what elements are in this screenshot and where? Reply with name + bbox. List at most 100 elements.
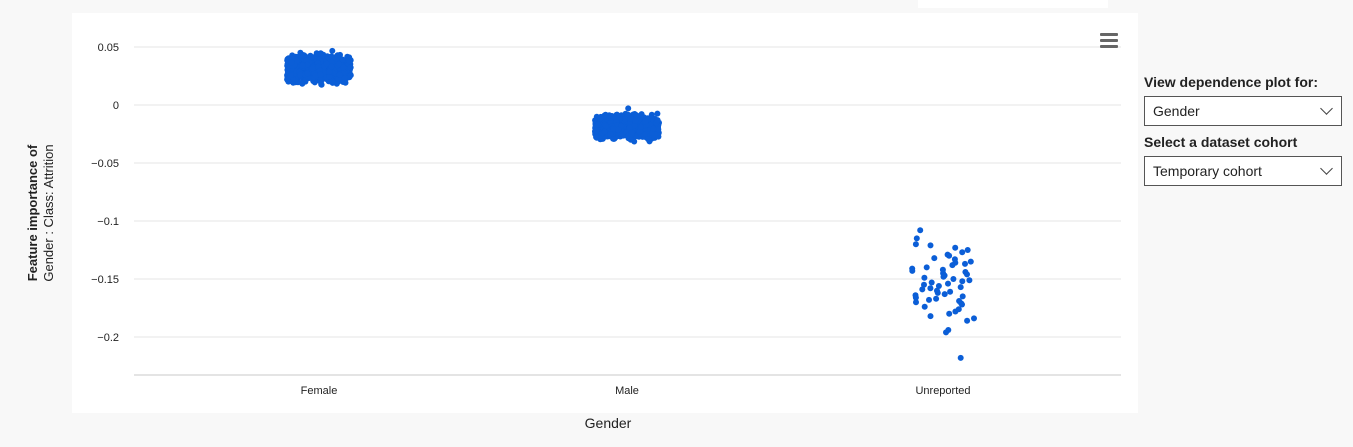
point-unreported — [921, 281, 927, 288]
point-unreported — [959, 278, 966, 285]
point-female — [329, 47, 336, 54]
point-male — [650, 125, 657, 132]
point-unreported — [946, 252, 953, 259]
cohort-dropdown[interactable]: Temporary cohort — [1144, 156, 1342, 186]
cohort-label: Select a dataset cohort — [1144, 134, 1298, 150]
point-unreported — [957, 354, 964, 361]
point-unreported — [923, 264, 930, 271]
y-tick-label: 0 — [113, 100, 119, 112]
point-female — [287, 72, 294, 79]
point-unreported — [909, 267, 916, 274]
x-axis-label: Gender — [584, 415, 632, 431]
point-male — [645, 136, 652, 143]
point-male — [632, 117, 639, 124]
y-tick-label: −0.1 — [97, 216, 119, 228]
point-female — [323, 60, 330, 67]
point-unreported — [952, 244, 959, 251]
chevron-down-icon — [1320, 162, 1333, 175]
controls-panel: View dependence plot for: Gender Select … — [1144, 74, 1344, 186]
chevron-down-icon — [1320, 102, 1333, 115]
point-male — [626, 124, 633, 131]
point-unreported — [959, 249, 966, 256]
point-female — [328, 63, 335, 70]
point-male — [633, 112, 640, 119]
chart-panel: 0.05 0 −0.05 −0.1 −0.15 −0.2 Female Male Unrepor… — [72, 13, 1138, 413]
top-strip — [918, 0, 1108, 8]
point-male — [628, 129, 635, 136]
point-unreported — [921, 274, 928, 281]
x-tick-label: Unreported — [915, 385, 970, 397]
point-unreported — [919, 286, 926, 293]
point-male — [654, 117, 661, 124]
point-female — [304, 61, 311, 68]
point-female — [312, 72, 319, 79]
point-female — [326, 68, 333, 75]
point-unreported — [935, 283, 942, 289]
scatter-plot: 0.05 0 −0.05 −0.1 −0.15 −0.2 Female Male Unrepor… — [91, 42, 1121, 397]
point-male — [595, 121, 602, 128]
point-unreported — [967, 258, 974, 265]
point-unreported — [927, 313, 934, 320]
point-male — [625, 105, 632, 112]
point-male — [601, 128, 608, 135]
point-male — [602, 122, 609, 129]
point-female — [298, 52, 305, 59]
point-unreported — [912, 241, 919, 248]
point-female — [336, 71, 343, 78]
point-male — [601, 112, 608, 119]
point-male — [631, 122, 638, 129]
point-female — [299, 62, 306, 69]
point-unreported — [957, 284, 964, 291]
point-male — [638, 123, 644, 130]
point-unreported — [971, 315, 977, 322]
point-unreported — [949, 262, 956, 269]
chart-menu-icon[interactable] — [1100, 33, 1118, 48]
point-male — [607, 131, 614, 138]
cohort-value: Temporary cohort — [1153, 163, 1262, 179]
point-female — [341, 74, 348, 81]
y-axis-sublabel: Gender : Class: Attrition — [41, 144, 56, 282]
point-unreported — [921, 303, 928, 310]
x-tick-label: Male — [615, 385, 639, 397]
point-female — [335, 61, 342, 68]
point-male — [636, 128, 643, 135]
point-female — [346, 58, 353, 65]
y-tick-label: 0.05 — [98, 42, 119, 54]
point-unreported — [966, 277, 973, 284]
point-male — [622, 116, 628, 123]
point-female — [288, 59, 295, 66]
point-unreported — [927, 242, 934, 249]
point-male — [597, 115, 604, 122]
point-female — [297, 71, 304, 78]
point-unreported — [940, 273, 947, 280]
point-female — [347, 72, 354, 79]
point-unreported — [928, 279, 935, 286]
dependence-label: View dependence plot for: — [1144, 74, 1318, 90]
y-tick-label: −0.05 — [91, 158, 119, 170]
point-unreported — [952, 308, 959, 315]
x-tick-label: Female — [301, 385, 338, 397]
point-male — [610, 135, 617, 142]
point-male — [593, 127, 600, 134]
point-female — [309, 65, 316, 72]
point-unreported — [941, 291, 948, 298]
point-female — [317, 50, 324, 57]
dependence-feature-dropdown[interactable]: Gender — [1144, 96, 1342, 126]
point-unreported — [926, 296, 932, 303]
point-unreported — [946, 310, 953, 317]
point-unreported — [950, 276, 957, 282]
point-unreported — [913, 235, 920, 242]
y-tick-label: −0.2 — [97, 332, 119, 344]
point-male — [593, 134, 600, 141]
point-female — [339, 56, 346, 63]
point-unreported — [964, 247, 971, 253]
point-unreported — [931, 255, 938, 262]
point-male — [655, 126, 662, 133]
point-male — [654, 110, 661, 117]
point-female — [340, 64, 347, 71]
point-unreported — [945, 280, 951, 287]
point-unreported — [912, 294, 919, 301]
y-tick-label: −0.15 — [91, 274, 119, 286]
point-unreported — [927, 285, 934, 292]
point-female — [328, 59, 335, 66]
